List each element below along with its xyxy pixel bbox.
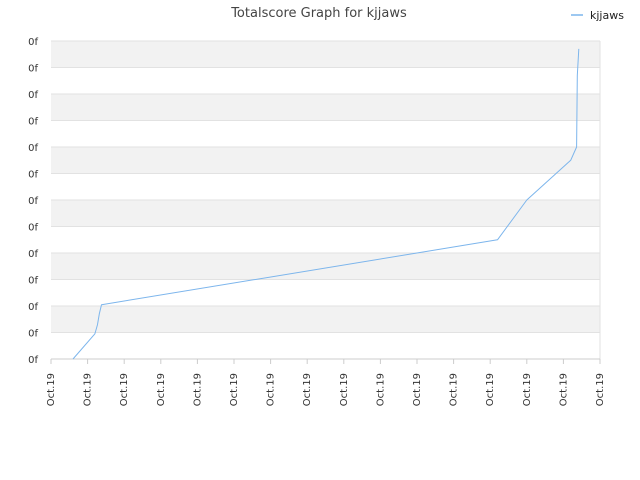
x-tick-label: Oct.19 (46, 373, 57, 406)
y-tick-label: 0f (28, 355, 38, 366)
grid-band (51, 253, 600, 280)
legend[interactable]: kjjaws (571, 9, 624, 22)
series-layer (72, 48, 580, 360)
grid-band (51, 94, 600, 121)
chart-title: Totalscore Graph for kjjaws (230, 6, 407, 21)
y-tick-label: 0f (28, 196, 38, 207)
series-line-kjjaws (72, 48, 580, 360)
y-tick-label: 0f (28, 37, 38, 48)
y-tick-label: 0f (28, 170, 38, 181)
x-tick-label: Oct.19 (339, 373, 350, 406)
x-tick-label: Oct.19 (302, 373, 313, 406)
x-tick-label: Oct.19 (412, 373, 423, 406)
x-tick-label: Oct.19 (595, 373, 606, 406)
legend-label-kjjaws: kjjaws (590, 9, 624, 22)
x-tick-label: Oct.19 (449, 373, 460, 406)
x-tick-label: Oct.19 (266, 373, 277, 406)
x-tick-label: Oct.19 (119, 373, 130, 406)
x-tick-label: Oct.19 (192, 373, 203, 406)
x-tick-label: Oct.19 (558, 373, 569, 406)
x-tick-label: Oct.19 (485, 373, 496, 406)
grid-band (51, 200, 600, 227)
y-tick-label: 0f (28, 143, 38, 154)
y-tick-label: 0f (28, 64, 38, 75)
x-tick-label: Oct.19 (83, 373, 94, 406)
grid-band (51, 147, 600, 174)
grid-lines (51, 40, 601, 360)
plot-bands (51, 41, 600, 333)
y-tick-label: 0f (28, 223, 38, 234)
y-tick-label: 0f (28, 90, 38, 101)
x-tick-label: Oct.19 (522, 373, 533, 406)
x-axis-ticks: Oct.19 Oct.19 Oct.19 Oct.19 Oct.19 Oct.19 Oct.… (46, 359, 606, 406)
y-tick-label: 0f (28, 329, 38, 340)
x-tick-label: Oct.19 (156, 373, 167, 406)
grid-band (51, 41, 600, 68)
y-tick-label: 0f (28, 302, 38, 313)
x-tick-label: Oct.19 (375, 373, 386, 406)
y-tick-label: 0f (28, 249, 38, 260)
y-tick-label: 0f (28, 276, 38, 287)
grid-band (51, 306, 600, 333)
x-tick-label: Oct.19 (229, 373, 240, 406)
y-tick-label: 0f (28, 117, 38, 128)
y-axis-ticks: 0f 0f 0f 0f 0f 0f 0f 0f 0f 0f 0f 0f 0f (28, 37, 38, 366)
